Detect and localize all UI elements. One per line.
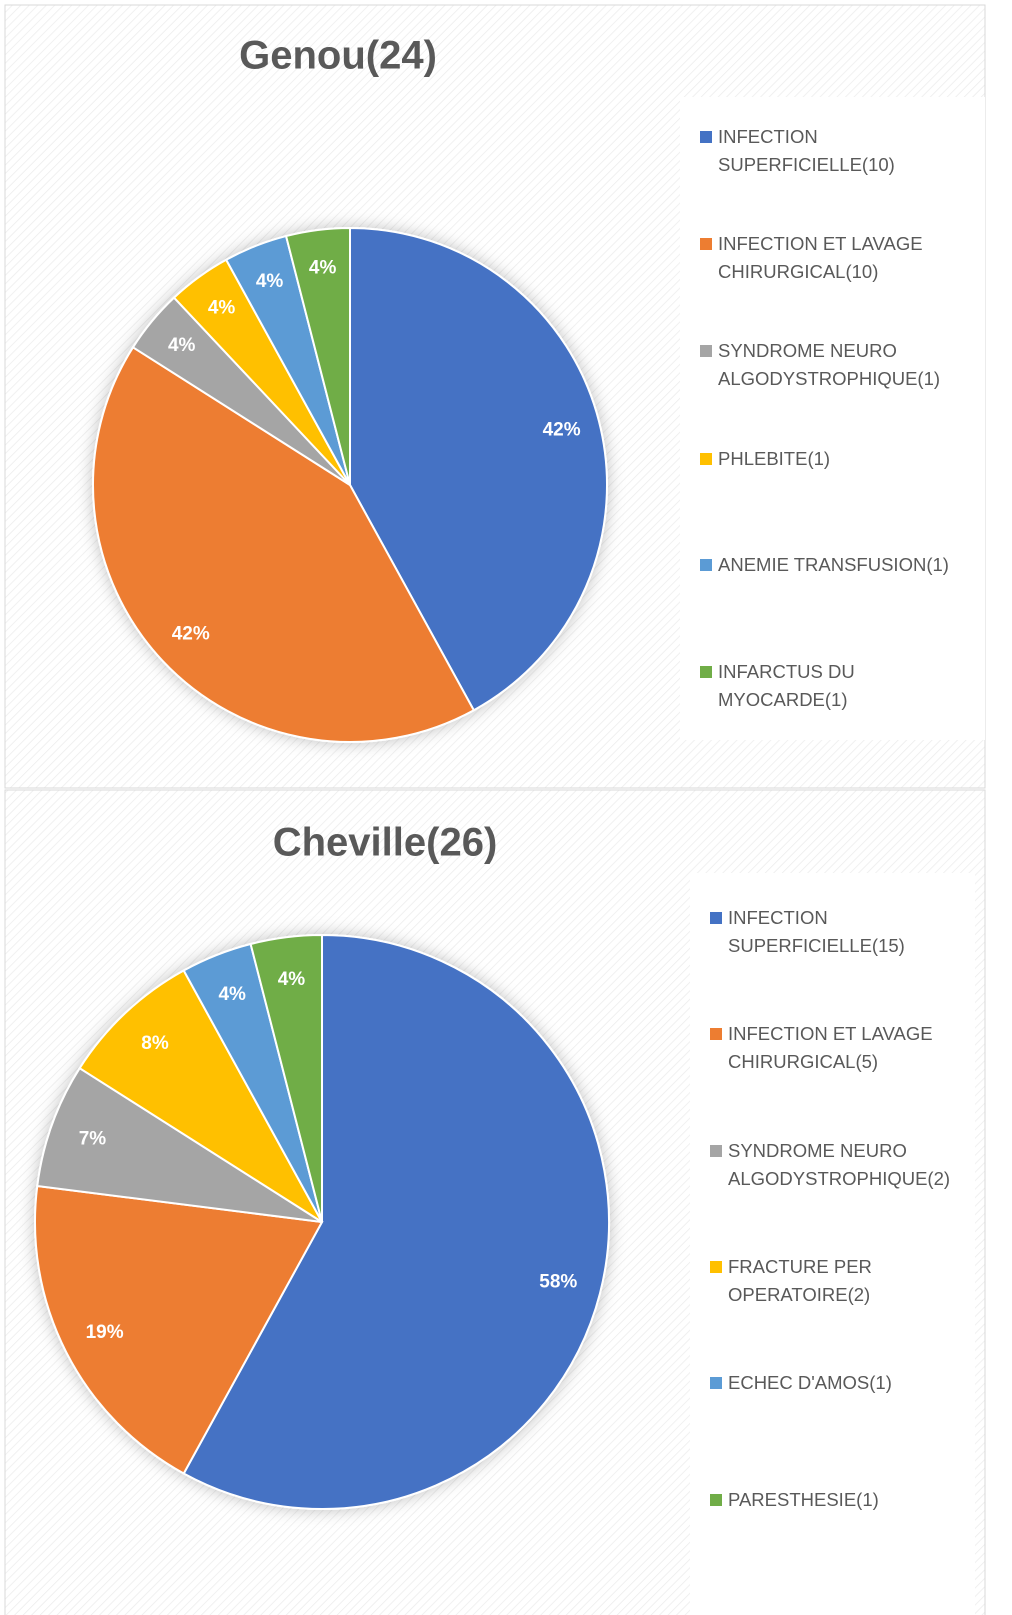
data-label: 4% xyxy=(218,984,246,1005)
legend-label: INFARCTUS DU MYOCARDE(1) xyxy=(718,661,855,710)
legend-label: INFECTION SUPERFICIELLE(15) xyxy=(728,907,905,956)
chart-title: Cheville(26) xyxy=(273,821,498,865)
legend-swatch xyxy=(710,1261,722,1273)
legend-swatch xyxy=(710,1377,722,1389)
pie-slice xyxy=(182,933,610,1510)
legend-swatch xyxy=(710,1494,722,1506)
data-label: 19% xyxy=(86,1322,124,1343)
legend-label: ANEMIE TRANSFUSION(1) xyxy=(718,554,949,575)
pie xyxy=(34,933,610,1510)
legend-swatch xyxy=(700,453,712,465)
legend-label: PARESTHESIE(1) xyxy=(728,1489,879,1510)
legend-swatch xyxy=(700,131,712,143)
legend-box xyxy=(680,97,985,740)
pie-slice xyxy=(249,933,323,1223)
legend-swatch xyxy=(700,559,712,571)
legend-label: PHLEBITE(1) xyxy=(718,448,831,469)
data-label: 58% xyxy=(539,1272,577,1293)
data-label: 42% xyxy=(172,624,210,645)
legend-swatch xyxy=(700,666,712,678)
legend-label: INFECTION ET LAVAGE CHIRURGICAL(10) xyxy=(718,233,923,282)
legend-label: SYNDROME NEURO ALGODYSTROPHIQUE(2) xyxy=(728,1140,951,1189)
data-label: 4% xyxy=(256,271,284,292)
pie-slice xyxy=(92,345,476,743)
pie-slice xyxy=(78,969,323,1223)
data-label: 7% xyxy=(79,1128,107,1149)
legend-swatch xyxy=(710,912,722,924)
legend-swatch xyxy=(710,1145,722,1157)
legend-swatch xyxy=(700,238,712,250)
pie-slice xyxy=(34,1184,324,1475)
legend-label: ECHEC D'AMOS(1) xyxy=(728,1372,892,1393)
legend-box xyxy=(690,873,975,1615)
chart-title: Genou(24) xyxy=(239,34,437,78)
legend-swatch xyxy=(710,1028,722,1040)
data-label: 4% xyxy=(278,969,306,990)
data-label: 8% xyxy=(141,1033,169,1054)
data-label: 42% xyxy=(543,420,581,441)
data-label: 4% xyxy=(208,297,236,318)
legend-label: SYNDROME NEURO ALGODYSTROPHIQUE(1) xyxy=(718,340,941,389)
pie-slice xyxy=(284,226,351,486)
data-label: 4% xyxy=(168,335,196,356)
pie xyxy=(92,226,608,743)
legend-label: INFECTION ET LAVAGE CHIRURGICAL(5) xyxy=(728,1023,933,1072)
pie-slice xyxy=(349,226,608,712)
legend-label: FRACTURE PER OPERATOIRE(2) xyxy=(728,1256,872,1305)
legend-label: INFECTION SUPERFICIELLE(10) xyxy=(718,126,895,175)
legend-swatch xyxy=(700,345,712,357)
data-label: 4% xyxy=(309,257,337,278)
pie-slice xyxy=(36,1066,323,1223)
